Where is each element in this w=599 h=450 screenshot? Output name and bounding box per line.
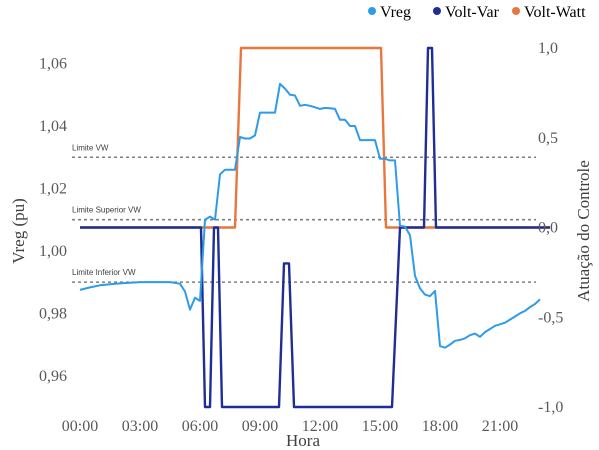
y2-tick-label: 0,5 (538, 130, 558, 147)
x-tick-label: 21:00 (482, 418, 518, 435)
legend-marker (512, 7, 520, 15)
x-axis-title: Hora (286, 431, 320, 450)
y-tick-label: 1,02 (39, 180, 67, 197)
legend-label: Volt-Var (445, 4, 500, 21)
y2-tick-label: -1,0 (538, 399, 563, 416)
x-tick-label: 06:00 (182, 418, 218, 435)
reference-lines: Limite VW Limite Superior VW Limite Inferi… (72, 143, 536, 283)
legend-marker (368, 7, 376, 15)
reference-line-label: Limite VW (72, 143, 109, 152)
y2-axis-title: Atuação do Controle (574, 160, 593, 302)
y2-tick-label: 0,0 (538, 220, 558, 237)
y-tick-label: 1,00 (39, 243, 67, 260)
reference-line-label: Limite Inferior VW (72, 268, 136, 277)
legend-marker (433, 7, 441, 15)
series-line-volt-watt (80, 46, 550, 229)
legend: Vreg Volt-Var Volt-Watt (368, 4, 586, 21)
x-tick-label: 03:00 (122, 418, 158, 435)
series-line-vreg (79, 82, 541, 349)
x-tick-label: 15:00 (362, 418, 398, 435)
y-tick-label: 1,06 (39, 56, 67, 73)
y-axis-title: Vreg (pu) (9, 198, 28, 264)
legend-label: Vreg (380, 4, 411, 21)
y2-tick-label: -0,5 (538, 309, 563, 326)
x-tick-label: 00:00 (62, 418, 98, 435)
reference-line-label: Limite Superior VW (72, 206, 141, 215)
series-lines (79, 46, 550, 409)
x-tick-label: 12:00 (302, 418, 338, 435)
y-tick-label: 0,96 (39, 368, 67, 385)
y2-tick-label: 1,0 (538, 40, 558, 57)
x-tick-label: 09:00 (242, 418, 278, 435)
tick-labels: 00:00 03:00 06:00 09:00 12:00 15:00 18:00 21:00… (39, 40, 563, 435)
series-line-volt-var (80, 46, 550, 409)
legend-label: Volt-Watt (524, 4, 586, 21)
x-tick-label: 18:00 (422, 418, 458, 435)
y-tick-label: 1,04 (39, 118, 67, 135)
y-tick-label: 0,98 (39, 305, 67, 322)
